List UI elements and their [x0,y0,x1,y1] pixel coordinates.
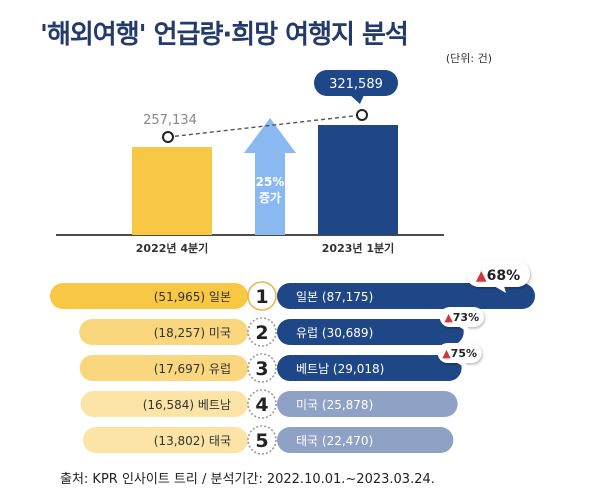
value-label-2: 321,589 [329,77,383,92]
rank-circle-2 [247,317,277,347]
growth-percent-label: 25% [256,175,285,189]
rank-circle-4 [247,389,277,419]
growth-badge-1 [466,261,530,287]
bar-1 [132,147,212,235]
rank-number-1: 1 [255,286,268,308]
left-label-4: (16,584) 베트남 [143,398,231,412]
growth-badge-3 [437,343,482,363]
left-bar-1 [50,283,248,309]
rank-number-5: 5 [255,430,268,452]
value-bubble-pointer [350,95,364,104]
right-bar-3 [277,355,462,381]
growth-badge-label-3: ▲75% [442,347,477,360]
left-label-5: (13,802) 태국 [154,434,231,448]
left-bar-4 [80,391,248,417]
right-label-3: 베트남 (29,018) [296,362,384,376]
unit-label: (단위: 건) [445,52,492,65]
right-label-2: 유럽 (30,689) [296,326,373,340]
right-bar-2 [277,319,464,345]
left-label-2: (18,257) 미국 [154,326,231,340]
right-label-4: 미국 (25,878) [296,398,373,412]
rank-number-4: 4 [255,394,268,416]
right-bar-1 [277,283,535,309]
source-footer: 출처: KPR 인사이트 트리 / 분석기간: 2022.10.01.~2023… [60,472,435,487]
left-label-3: (17,697) 유럽 [154,362,231,376]
right-label-1: 일본 (87,175) [296,290,373,304]
growth-badge-pointer-3 [455,362,468,369]
growth-badge-2 [439,307,484,327]
category-label-1: 2022년 4분기 [136,241,208,255]
left-bar-3 [79,355,248,381]
rank-circle-1 [247,281,277,311]
value-label-1: 257,134 [143,113,197,128]
growth-badge-pointer-1 [494,286,506,293]
page-title: '해외여행' 언급량·희망 여행지 분석 [40,20,409,50]
right-label-5: 태국 (22,470) [296,434,373,448]
growth-badge-label-2: ▲73% [444,311,479,324]
category-label-2: 2023년 1분기 [322,241,394,255]
right-bar-5 [277,427,454,453]
growth-badge-pointer-2 [457,326,470,333]
growth-arrow [244,118,296,235]
right-bar-4 [277,391,458,417]
value-bubble-2 [314,70,398,96]
trend-dashed-line [167,114,363,138]
growth-badge-label-1: ▲68% [476,268,520,284]
rank-number-3: 3 [255,358,268,380]
trend-point-2 [356,109,368,121]
rank-number-2: 2 [255,322,268,344]
destination-ranking-chart: (51,965) 일본 1 일본 (87,175) ▲68% (18,257) 미국 2 유… [50,261,535,455]
rank-circle-5 [247,425,277,455]
left-label-1: (51,965) 일본 [154,290,231,304]
quarterly-bar-chart: 25%증가 2022년 4분기 2023년 1분기 257,134 321,589 [56,70,444,255]
growth-text-label: 증가 [259,190,281,205]
left-bar-5 [83,427,249,453]
left-bar-2 [79,319,248,345]
rank-circle-3 [247,353,277,383]
bar-2 [318,125,398,235]
trend-point-1 [162,131,174,144]
